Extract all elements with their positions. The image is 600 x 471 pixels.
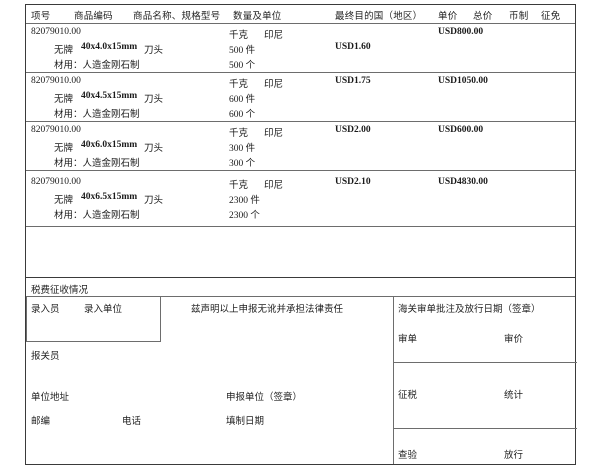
column-header-levy: 征免 [541, 12, 561, 22]
postcode-label: 邮编 [31, 417, 51, 427]
customs-cell-inspection-label: 查验 [398, 451, 418, 461]
goods-spec: 40x6.0x15mm [81, 140, 138, 150]
goods-gross-unit: 千克 [229, 181, 249, 191]
goods-qty-units: 500 个 [229, 61, 256, 71]
goods-qty-units: 2300 个 [229, 211, 260, 221]
column-header-hs-code: 商品编码 [74, 12, 113, 22]
goods-total-price: USD600.00 [438, 125, 484, 135]
column-header-destination: 最终目的国（地区） [335, 12, 423, 22]
goods-name: 刀头 [144, 196, 164, 206]
goods-total-price: USD4830.00 [438, 177, 488, 187]
goods-unit-price: USD2.10 [335, 177, 371, 187]
goods-spec: 40x4.5x15mm [81, 91, 138, 101]
phone-label: 电话 [122, 417, 142, 427]
goods-brand: 无牌 [54, 95, 74, 105]
goods-qty-pieces: 600 件 [229, 95, 256, 105]
goods-hs-code: 82079010.00 [31, 76, 81, 86]
goods-qty-units: 600 个 [229, 110, 256, 120]
entry-clerk-box [26, 296, 161, 342]
row-separator [26, 170, 575, 171]
header-bottom-border [26, 23, 575, 24]
row-separator [26, 121, 575, 122]
goods-total-price: USD800.00 [438, 27, 484, 37]
column-header-unit-price: 单价 [438, 12, 458, 22]
column-header-item-no: 项号 [31, 12, 51, 22]
entry-clerk-label: 录入员 [31, 305, 60, 315]
goods-hs-code: 82079010.00 [31, 27, 81, 37]
goods-material: 材用：人造金刚石制 [54, 110, 140, 120]
footer-right-divider [393, 296, 394, 465]
goods-destination: 印尼 [264, 80, 284, 90]
column-header-total-price: 总价 [473, 12, 493, 22]
row-separator [26, 226, 575, 227]
customs-cell-review-label: 审单 [398, 335, 418, 345]
declaration-statement: 兹声明以上申报无讹并承担法律责任 [191, 305, 344, 315]
row-separator [26, 72, 575, 73]
empty-goods-row [26, 227, 575, 277]
goods-hs-code: 82079010.00 [31, 125, 81, 135]
customs-cell-release-label: 放行 [504, 451, 524, 461]
goods-qty-units: 300 个 [229, 159, 256, 169]
goods-gross-unit: 千克 [229, 80, 249, 90]
goods-brand: 无牌 [54, 196, 74, 206]
table-row: 82079010.00 无牌 40x4.5x15mm 刀头 材用：人造金刚石制 … [26, 73, 575, 121]
table-bottom-border [26, 464, 575, 465]
goods-destination: 印尼 [264, 129, 284, 139]
goods-name: 刀头 [144, 95, 164, 105]
goods-material: 材用：人造金刚石制 [54, 211, 140, 221]
goods-destination: 印尼 [264, 31, 284, 41]
goods-brand: 无牌 [54, 46, 74, 56]
customs-declaration-form: 项号 商品编码 商品名称、规格型号 数量及单位 最终目的国（地区） 单价 总价 … [25, 4, 577, 465]
entry-unit-label: 录入单位 [84, 305, 123, 315]
customs-cell-statistics-label: 统计 [504, 391, 524, 401]
table-top-border [26, 4, 575, 5]
goods-spec: 40x6.5x15mm [81, 192, 138, 202]
goods-destination: 印尼 [264, 181, 284, 191]
goods-total-price: USD1050.00 [438, 76, 488, 86]
goods-unit-price: USD1.60 [335, 42, 371, 52]
column-header-currency: 币制 [509, 12, 529, 22]
customs-cell-tax-label: 征税 [398, 391, 418, 401]
table-row: 82079010.00 无牌 40x6.0x15mm 刀头 材用：人造金刚石制 … [26, 122, 575, 170]
unit-address-label: 单位地址 [31, 393, 70, 403]
goods-unit-price: USD1.75 [335, 76, 371, 86]
customs-cell-divider-2 [393, 428, 577, 429]
table-row: 82079010.00 无牌 40x6.5x15mm 刀头 材用：人造金刚石制 … [26, 174, 575, 226]
goods-name: 刀头 [144, 144, 164, 154]
tax-section-bottom-border [26, 296, 575, 297]
table-row: 82079010.00 无牌 40x4.0x15mm 刀头 材用：人造金刚石制 … [26, 24, 575, 72]
goods-qty-pieces: 300 件 [229, 144, 256, 154]
customs-cell-valuation-label: 审价 [504, 335, 524, 345]
goods-name: 刀头 [144, 46, 164, 56]
tax-collection-label: 税费征收情况 [31, 286, 89, 296]
goods-qty-pieces: 500 件 [229, 46, 256, 56]
goods-brand: 无牌 [54, 144, 74, 154]
fill-date-label: 填制日期 [226, 417, 265, 427]
goods-material: 材用：人造金刚石制 [54, 61, 140, 71]
goods-material: 材用：人造金刚石制 [54, 159, 140, 169]
goods-hs-code: 82079010.00 [31, 177, 81, 187]
declarant-label: 报关员 [31, 352, 60, 362]
goods-gross-unit: 千克 [229, 129, 249, 139]
customs-approval-label: 海关审单批注及放行日期（签章） [398, 305, 541, 315]
goods-spec: 40x4.0x15mm [81, 42, 138, 52]
goods-gross-unit: 千克 [229, 31, 249, 41]
goods-unit-price: USD2.00 [335, 125, 371, 135]
column-header-name-spec: 商品名称、规格型号 [133, 12, 221, 22]
goods-section-bottom-border [26, 277, 575, 278]
column-header-qty-unit: 数量及单位 [233, 12, 282, 22]
customs-cell-divider-1 [393, 362, 577, 363]
declaring-unit-label: 申报单位（签章） [226, 393, 303, 403]
goods-qty-pieces: 2300 件 [229, 196, 260, 206]
